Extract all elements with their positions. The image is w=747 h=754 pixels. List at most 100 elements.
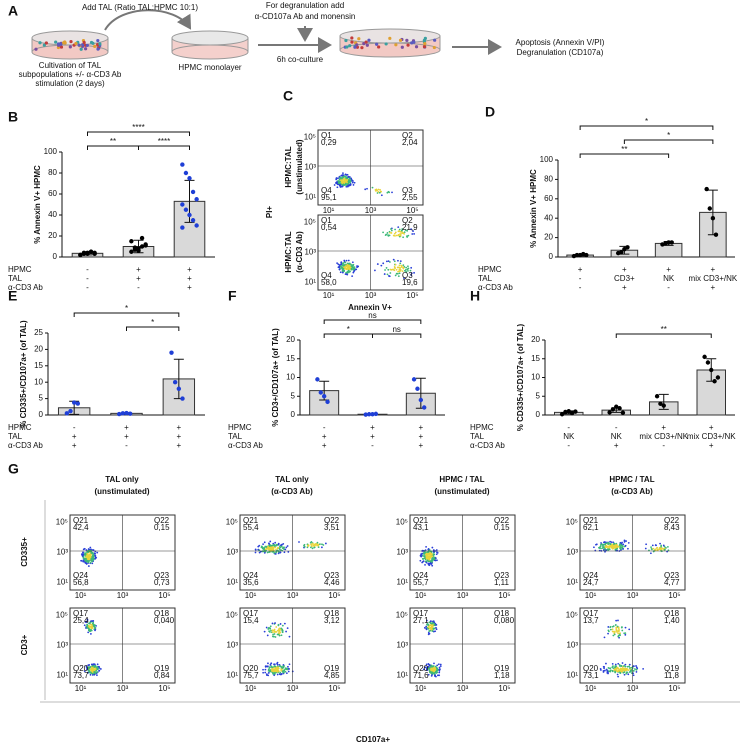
event-dot <box>280 634 283 637</box>
event-dot <box>401 229 403 232</box>
event-dot <box>434 674 436 677</box>
event-dot <box>281 547 284 549</box>
event-dot <box>433 662 435 665</box>
cell <box>42 43 46 47</box>
event-dot <box>428 630 431 632</box>
row-label: CD335+ <box>20 537 29 567</box>
event-dot <box>620 544 622 546</box>
event-dot <box>88 554 91 556</box>
event-dot <box>288 663 291 666</box>
event-dot <box>265 673 268 676</box>
event-dot <box>285 630 287 633</box>
event-dot <box>96 671 99 673</box>
event-dot <box>254 551 257 554</box>
gate-value: 0,29 <box>321 138 337 147</box>
event-dot <box>303 544 305 547</box>
event-dot <box>80 559 83 562</box>
event-dot <box>604 550 606 553</box>
event-dot <box>614 665 617 668</box>
event-dot <box>614 544 616 547</box>
event-dot <box>89 623 92 626</box>
event-dot <box>270 662 273 665</box>
event-dot <box>263 541 266 544</box>
event-dot <box>277 552 280 555</box>
event-dot <box>607 632 609 635</box>
gate-value: 0,080 <box>494 616 515 625</box>
event-dot <box>432 627 435 630</box>
event-dot <box>286 545 289 547</box>
gate-name: Q19 <box>664 664 680 673</box>
event-dot <box>347 259 350 262</box>
y-tick-label: 10⁵ <box>396 611 408 620</box>
gate-value: 0,15 <box>154 523 170 532</box>
event-dot <box>288 668 290 670</box>
cell <box>432 45 436 50</box>
event-dot <box>399 230 401 233</box>
event-dot <box>655 544 658 547</box>
event-dot <box>413 271 415 274</box>
event-dot <box>276 629 279 632</box>
event-dot <box>619 670 622 673</box>
event-dot <box>630 670 633 672</box>
cell <box>91 41 95 45</box>
event-dot <box>347 270 350 272</box>
event-dot <box>434 630 437 633</box>
condition-value: mix CD3+/NK <box>689 274 738 283</box>
event-dot <box>307 544 310 547</box>
condition-name: α-CD3 Ab <box>8 441 43 450</box>
data-point <box>139 244 145 249</box>
data-point <box>422 405 427 410</box>
data-point <box>709 367 714 373</box>
event-dot <box>337 263 340 266</box>
event-dot <box>429 551 431 554</box>
event-dot <box>431 665 434 668</box>
event-dot <box>400 233 402 235</box>
event-dot <box>385 260 388 263</box>
cell <box>364 40 368 44</box>
event-dot <box>90 620 93 622</box>
event-dot <box>93 625 96 628</box>
event-dot <box>623 671 626 674</box>
event-dot <box>90 663 93 666</box>
event-dot <box>275 548 277 551</box>
condition-value: - <box>615 423 618 432</box>
data-point <box>81 250 87 255</box>
event-dot <box>349 270 351 273</box>
event-dot <box>346 179 349 181</box>
x-tick-label: 10¹ <box>245 591 257 600</box>
event-dot <box>623 539 626 542</box>
panel-a-graphics <box>31 9 740 703</box>
event-dot <box>435 626 437 629</box>
event-dot <box>621 541 623 544</box>
event-dot <box>83 560 85 563</box>
data-point <box>710 216 716 221</box>
event-dot <box>279 671 282 674</box>
event-dot <box>287 670 290 673</box>
event-dot <box>620 665 623 668</box>
event-dot <box>403 277 405 280</box>
event-dot <box>258 544 261 547</box>
event-dot <box>611 630 614 633</box>
event-dot <box>342 178 345 180</box>
event-dot <box>353 267 356 270</box>
event-dot <box>623 545 626 548</box>
event-dot <box>435 553 438 556</box>
condition-value: CD3+ <box>614 274 635 283</box>
data-point <box>88 249 94 254</box>
event-dot <box>276 547 279 550</box>
event-dot <box>405 266 408 269</box>
event-dot <box>611 669 614 672</box>
condition-value: NK <box>611 432 623 441</box>
event-dot <box>429 624 432 627</box>
event-dot <box>274 667 277 670</box>
column-title: (unstimulated) <box>94 487 149 496</box>
gate-value: 55,7 <box>413 578 429 587</box>
event-dot <box>387 260 390 263</box>
y-tick-label: 25 <box>34 328 43 337</box>
event-dot <box>394 228 396 231</box>
gate-value: 73,7 <box>73 671 89 680</box>
event-dot <box>394 267 396 270</box>
data-point <box>132 245 138 250</box>
event-dot <box>438 674 441 677</box>
data-point <box>569 410 575 416</box>
